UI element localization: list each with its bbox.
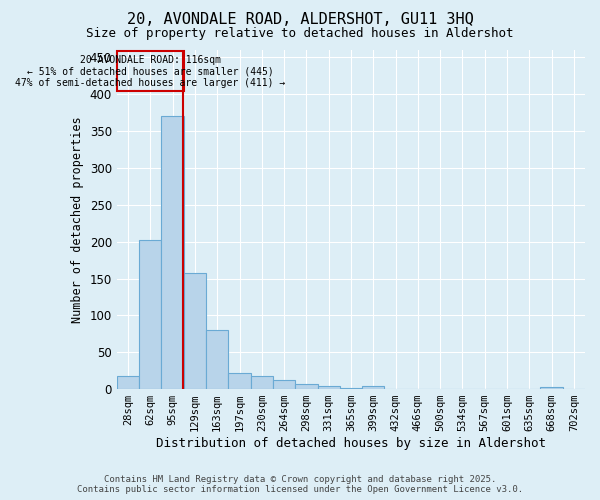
Bar xyxy=(295,384,317,389)
Bar xyxy=(184,272,206,389)
Bar xyxy=(251,376,273,389)
Y-axis label: Number of detached properties: Number of detached properties xyxy=(71,116,84,323)
Bar xyxy=(229,373,251,389)
Text: 20 AVONDALE ROAD: 116sqm
← 51% of detached houses are smaller (445)
47% of semi-: 20 AVONDALE ROAD: 116sqm ← 51% of detach… xyxy=(15,55,286,88)
Bar xyxy=(317,386,340,389)
Text: Contains HM Land Registry data © Crown copyright and database right 2025.
Contai: Contains HM Land Registry data © Crown c… xyxy=(77,474,523,494)
Bar xyxy=(117,376,139,389)
Bar xyxy=(161,116,184,389)
Bar xyxy=(362,386,385,389)
Bar xyxy=(206,330,229,389)
Text: 20, AVONDALE ROAD, ALDERSHOT, GU11 3HQ: 20, AVONDALE ROAD, ALDERSHOT, GU11 3HQ xyxy=(127,12,473,28)
Bar xyxy=(117,52,184,92)
Bar xyxy=(541,387,563,389)
Bar xyxy=(139,240,161,389)
Bar xyxy=(273,380,295,389)
Text: Size of property relative to detached houses in Aldershot: Size of property relative to detached ho… xyxy=(86,28,514,40)
X-axis label: Distribution of detached houses by size in Aldershot: Distribution of detached houses by size … xyxy=(156,437,546,450)
Bar xyxy=(340,388,362,389)
